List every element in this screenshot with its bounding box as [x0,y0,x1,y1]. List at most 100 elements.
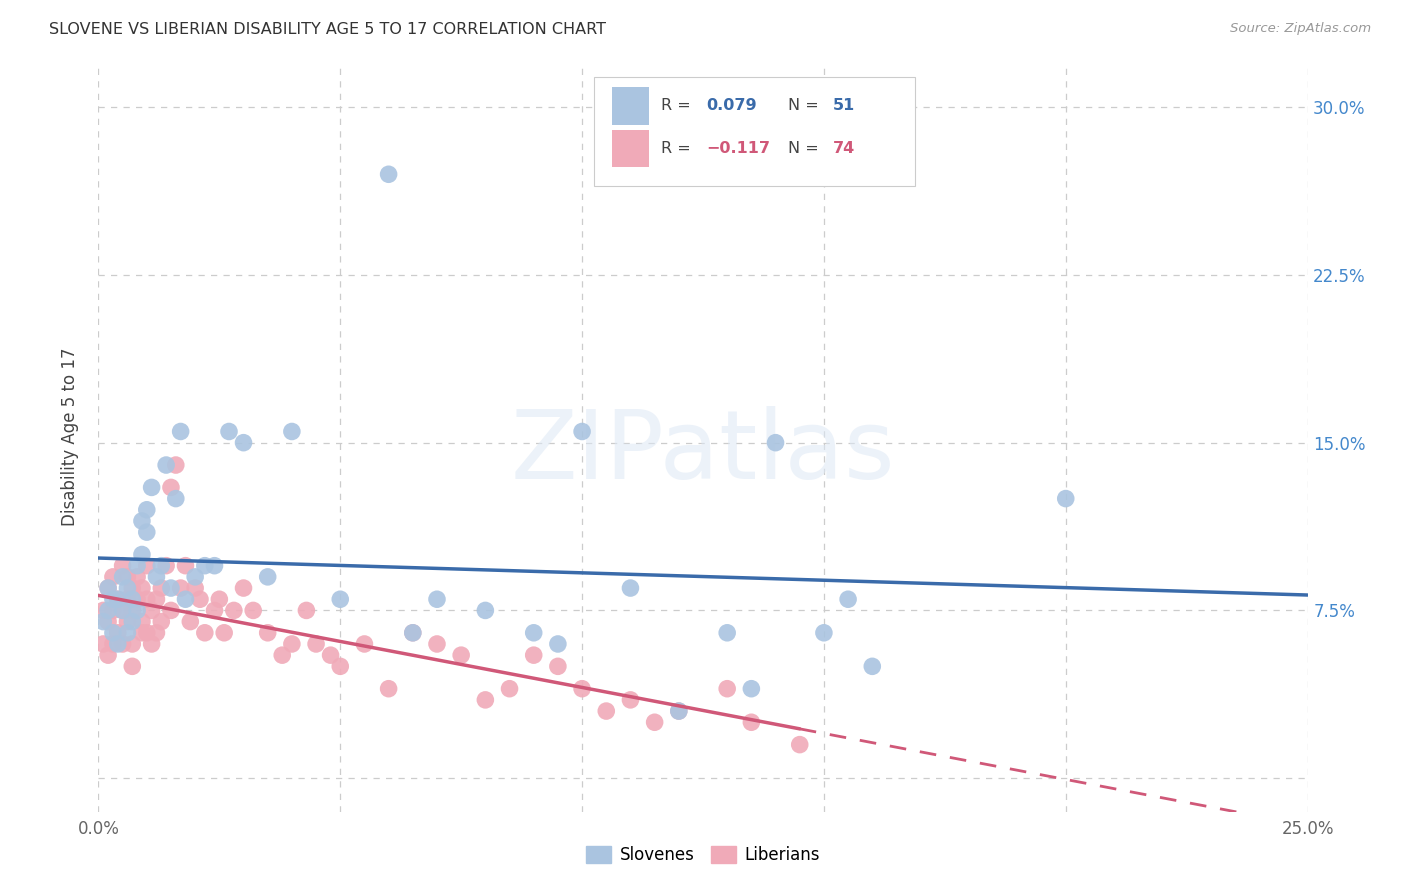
Point [160,603,183,617]
Point [256,570,278,584]
Point [184,581,207,595]
Point [111,637,134,651]
Text: SLOVENE VS LIBERIAN DISABILITY AGE 5 TO 17 CORRELATION CHART: SLOVENE VS LIBERIAN DISABILITY AGE 5 TO … [49,22,606,37]
Point [101,625,124,640]
Point [91,615,114,629]
Point [474,693,496,707]
Point [150,581,173,595]
Text: 0.079: 0.079 [707,98,758,113]
Point [145,570,167,584]
Point [789,738,811,752]
Point [111,558,134,573]
Point [107,625,129,640]
Text: N =: N = [787,141,824,156]
Point [204,603,226,617]
Point [188,592,211,607]
Point [97,603,120,617]
Point [121,603,143,617]
Point [121,659,143,673]
Point [740,681,762,696]
Point [131,615,153,629]
Text: 74: 74 [832,141,855,156]
Point [165,458,187,472]
Point [131,581,153,595]
Point [135,558,157,573]
Point [127,570,149,584]
Point [131,625,153,640]
Point [117,615,139,629]
Point [474,603,496,617]
Point [97,615,120,629]
Point [169,425,191,439]
Point [131,548,153,562]
Point [837,592,859,607]
Point [127,592,149,607]
Point [174,592,197,607]
Point [426,592,449,607]
Point [232,581,254,595]
Point [1054,491,1077,506]
Point [174,558,197,573]
Point [121,637,143,651]
Text: R =: R = [661,141,696,156]
Point [319,648,342,662]
Point [571,425,593,439]
Point [121,581,143,595]
Point [101,603,124,617]
Point [295,603,318,617]
Point [402,625,425,640]
Point [117,581,139,595]
Point [101,592,124,607]
Point [716,625,738,640]
Point [523,625,546,640]
Point [668,704,690,718]
Text: N =: N = [787,98,824,113]
Y-axis label: Disability Age 5 to 17: Disability Age 5 to 17 [60,348,79,526]
Text: 51: 51 [832,98,855,113]
Point [619,581,641,595]
Point [353,637,375,651]
Legend: Slovenes, Liberians: Slovenes, Liberians [579,839,827,871]
Point [97,581,120,595]
Point [271,648,294,662]
Point [155,458,177,472]
Point [194,625,217,640]
Point [329,659,352,673]
Point [329,592,352,607]
Text: Source: ZipAtlas.com: Source: ZipAtlas.com [1230,22,1371,36]
Point [107,592,129,607]
Point [135,525,157,540]
Point [131,514,153,528]
Point [160,480,183,494]
Point [668,704,690,718]
Point [523,648,546,662]
Point [740,715,762,730]
Point [305,637,328,651]
Text: R =: R = [661,98,696,113]
Point [547,637,569,651]
Point [111,603,134,617]
Point [121,615,143,629]
Point [145,625,167,640]
Point [450,648,472,662]
Point [165,491,187,506]
Point [135,625,157,640]
Point [377,681,399,696]
Point [97,648,120,662]
Point [498,681,520,696]
Point [716,681,738,696]
Point [547,659,569,673]
Point [155,558,177,573]
Point [111,603,134,617]
Point [179,615,201,629]
Text: ZIPatlas: ZIPatlas [510,406,896,499]
Point [127,603,149,617]
Point [91,603,114,617]
Point [135,502,157,516]
Point [377,167,399,181]
FancyBboxPatch shape [595,78,915,186]
Point [150,615,173,629]
Point [402,625,425,640]
Point [121,592,143,607]
Point [194,558,217,573]
